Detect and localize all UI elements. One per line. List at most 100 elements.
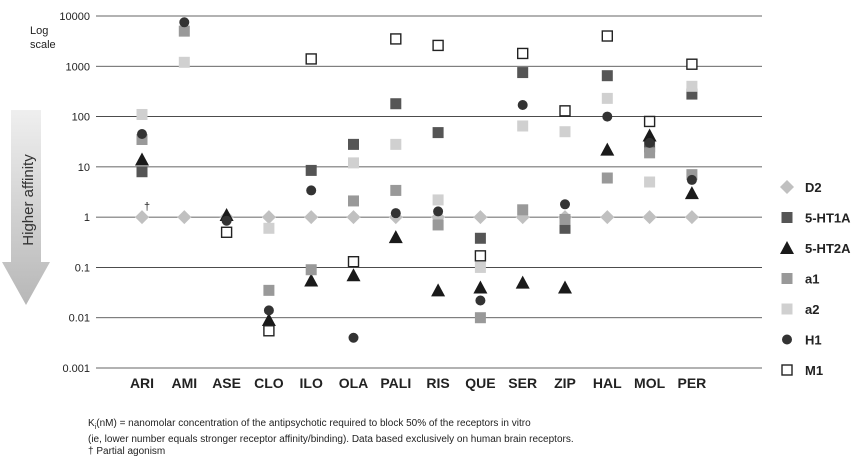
- x-tick-label: CLO: [254, 375, 284, 391]
- point-h1: [221, 215, 232, 226]
- point-a2: [348, 157, 359, 169]
- x-tick-label: OLA: [339, 375, 369, 391]
- receptor-affinity-chart: 10000 1000 100 10 1 0.1 0.01 0.001 ARI AMI ASE CLO…: [2, 11, 851, 391]
- point-m1: [347, 255, 360, 268]
- point-a2: [686, 80, 698, 92]
- point-a1: [686, 169, 698, 181]
- point-m1: [263, 325, 275, 337]
- arrow-shape: [2, 110, 50, 305]
- point-h1: [602, 111, 613, 122]
- scale-note-line-2: scale: [30, 39, 56, 51]
- point-m1: [686, 58, 698, 70]
- x-tick-label: QUE: [465, 375, 495, 391]
- scale-note-line-1: Log: [30, 25, 49, 37]
- log-scale-note: Log scale: [30, 24, 56, 52]
- point-a2: [390, 138, 402, 150]
- x-tick-label: AMI: [171, 375, 197, 391]
- point-d2: [642, 210, 657, 225]
- footnote-line-1: Ki(nM) = nanomolar concentration of the …: [88, 418, 574, 434]
- point-m1: [390, 33, 402, 45]
- point-5-ht2a: [261, 313, 276, 327]
- point-m1: [643, 115, 656, 128]
- legend-label-5-ht2a: 5-HT2A: [805, 241, 851, 256]
- point-m1: [220, 226, 233, 238]
- point-d2: [473, 210, 488, 225]
- point-a2: [263, 222, 275, 234]
- legend-marker-m1: [781, 364, 793, 376]
- point-5-ht2a: [558, 280, 572, 294]
- point-a1: [474, 312, 486, 324]
- legend-marker-d2: [780, 180, 794, 194]
- point-5-ht1a: [305, 164, 317, 176]
- point-a2: [432, 194, 444, 206]
- point-a1: [390, 184, 402, 196]
- x-tick-label: PALI: [380, 375, 411, 391]
- point-5-ht2a: [431, 283, 446, 297]
- point-m1: [601, 30, 613, 42]
- partial-agonism-marker: †: [144, 201, 150, 213]
- point-m1: [559, 105, 571, 117]
- legend-marker-h1: [782, 334, 792, 345]
- point-d2: [346, 210, 361, 225]
- point-h1: [263, 305, 274, 316]
- point-d2: [304, 210, 319, 225]
- point-h1: [686, 174, 697, 185]
- point-5-ht2a: [304, 273, 319, 287]
- data-points: †: [135, 17, 699, 343]
- point-a1: [263, 284, 275, 296]
- point-5-ht2a: [135, 152, 149, 166]
- x-tick-label: SER: [508, 375, 537, 391]
- point-a2: [178, 56, 190, 68]
- point-a1: [559, 213, 571, 225]
- point-a2: [136, 108, 148, 120]
- x-axis: ARI AMI ASE CLO ILO OLA PALI RIS QUE SER ZIP HAL MOL…: [130, 375, 706, 391]
- point-a2: [474, 261, 486, 273]
- x-tick-label: ZIP: [554, 375, 576, 391]
- point-h1: [137, 129, 147, 140]
- point-d2: [684, 210, 699, 225]
- point-h1: [644, 137, 655, 148]
- x-tick-label: MOL: [634, 375, 666, 391]
- point-5-ht1a: [390, 98, 402, 110]
- x-tick-label: ILO: [300, 375, 323, 391]
- point-h1: [433, 206, 444, 217]
- ki-definition: (nM) = nanomolar concentration of the an…: [96, 418, 531, 429]
- footnote-line-3: † Partial agonism: [88, 446, 166, 457]
- legend-marker-5-ht1a: [781, 212, 793, 223]
- legend-label-a1: a1: [805, 272, 819, 287]
- x-tick-label: HAL: [593, 375, 622, 391]
- legend-label-h1: H1: [805, 333, 822, 348]
- point-a1: [517, 204, 529, 216]
- point-a1: [136, 133, 148, 145]
- point-5-ht1a: [517, 67, 529, 79]
- x-tick-label: RIS: [426, 375, 449, 391]
- point-5-ht1a: [686, 88, 698, 100]
- point-a1: [601, 172, 613, 184]
- ki-subscript: i: [94, 424, 97, 431]
- point-h1: [517, 99, 528, 110]
- higher-affinity-arrow: Higher affinity: [2, 110, 50, 305]
- point-5-ht2a: [388, 230, 403, 244]
- x-tick-label: ARI: [130, 375, 154, 391]
- legend-marker-5-ht2a: [780, 241, 794, 254]
- point-m1: [474, 250, 487, 262]
- point-h1: [306, 185, 317, 196]
- point-5-ht2a: [515, 275, 530, 289]
- point-5-ht2a: [600, 142, 615, 156]
- y-tick-label: 1000: [66, 61, 90, 73]
- y-tick-label: 100: [72, 112, 90, 124]
- footnote-line-2: (ie, lower number equals stronger recept…: [88, 434, 574, 445]
- point-d2: [135, 210, 149, 225]
- y-tick-label: 0.1: [75, 262, 90, 274]
- point-5-ht1a: [432, 127, 444, 139]
- point-5-ht2a: [473, 280, 488, 294]
- point-h1: [348, 332, 359, 343]
- legend-label-d2: D2: [805, 180, 822, 195]
- point-5-ht1a: [559, 222, 571, 234]
- point-5-ht2a: [642, 128, 657, 142]
- ki-symbol: K: [88, 418, 95, 429]
- point-a1: [432, 219, 444, 231]
- y-tick-label: 1: [84, 212, 90, 224]
- point-a1: [178, 25, 190, 37]
- point-d2: [177, 210, 192, 225]
